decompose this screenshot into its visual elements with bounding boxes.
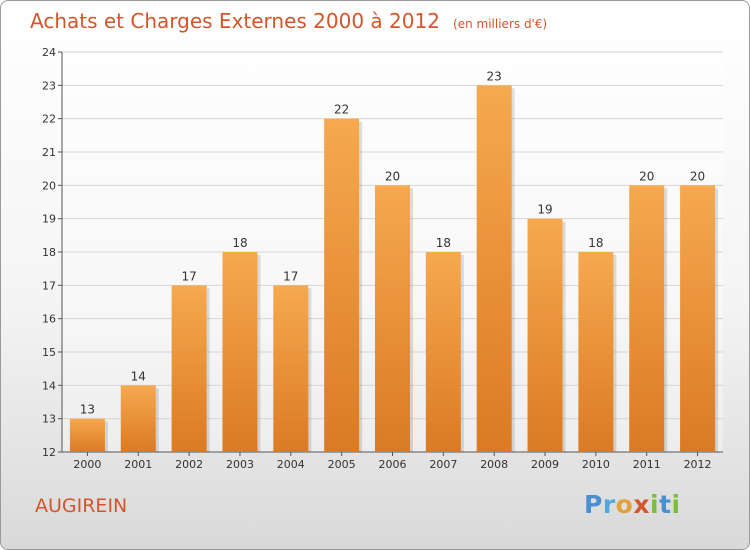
bar-value-label: 23 <box>487 69 502 83</box>
bar <box>476 85 512 452</box>
bar <box>120 385 156 452</box>
y-tick-label: 12 <box>42 446 56 459</box>
bar <box>171 285 207 452</box>
bar-value-label: 14 <box>131 369 146 383</box>
y-tick-label: 17 <box>42 279 56 292</box>
chart-title: Achats et Charges Externes 2000 à 2012 <box>30 9 440 33</box>
bar <box>222 252 258 452</box>
bar-value-label: 19 <box>537 203 552 217</box>
bar-value-label: 22 <box>334 103 349 117</box>
bar-value-label: 20 <box>690 169 705 183</box>
bar <box>375 185 410 453</box>
x-tick-label: 2003 <box>226 458 254 471</box>
x-tick-label: 2011 <box>633 458 661 471</box>
y-tick-label: 16 <box>42 313 56 326</box>
y-tick-label: 24 <box>42 46 56 59</box>
x-tick-label: 2012 <box>684 458 712 471</box>
bar-value-label: 20 <box>385 169 400 183</box>
bar <box>527 218 563 452</box>
bar <box>578 252 614 452</box>
chart-unit: (en milliers d'€) <box>453 17 548 31</box>
y-tick-label: 19 <box>42 213 56 226</box>
y-tick-label: 14 <box>42 379 56 392</box>
bar-value-label: 13 <box>80 403 95 417</box>
bar-value-label: 18 <box>232 236 247 250</box>
y-tick-label: 15 <box>42 346 56 359</box>
x-tick-label: 2007 <box>429 458 457 471</box>
y-tick-label: 22 <box>42 113 56 126</box>
y-tick-label: 20 <box>42 179 56 192</box>
location-label: AUGIREIN <box>35 495 128 517</box>
bar-value-label: 20 <box>639 169 654 183</box>
x-tick-label: 2006 <box>379 458 407 471</box>
bar <box>680 185 716 453</box>
bar-value-label: 17 <box>181 269 196 283</box>
y-tick-label: 23 <box>42 79 56 92</box>
bar <box>425 252 461 452</box>
x-tick-label: 2002 <box>175 458 203 471</box>
x-tick-label: 2009 <box>531 458 559 471</box>
x-tick-label: 2005 <box>328 458 356 471</box>
x-tick-label: 2008 <box>480 458 508 471</box>
proxiti-logo: Proxiti <box>584 490 681 519</box>
x-tick-label: 2000 <box>73 458 101 471</box>
bar <box>324 118 360 453</box>
y-tick-label: 18 <box>42 246 56 259</box>
y-tick-label: 13 <box>42 413 56 426</box>
chart-header: Achats et Charges Externes 2000 à 2012 (… <box>30 9 547 33</box>
y-tick-label: 21 <box>42 146 56 159</box>
bar <box>273 285 309 452</box>
x-tick-label: 2010 <box>582 458 610 471</box>
bar <box>69 418 105 452</box>
bar-value-label: 18 <box>588 236 603 250</box>
bar-value-label: 17 <box>283 269 298 283</box>
bar-value-label: 18 <box>436 236 451 250</box>
x-tick-label: 2004 <box>277 458 305 471</box>
x-tick-label: 2001 <box>124 458 152 471</box>
bar <box>629 185 665 453</box>
